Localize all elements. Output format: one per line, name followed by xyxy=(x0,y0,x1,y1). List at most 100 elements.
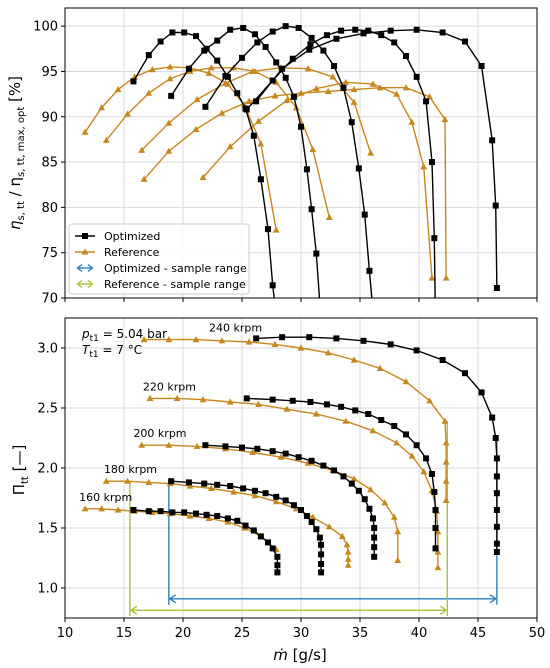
pressure-ratio-optimized-220-krpm-point xyxy=(289,397,296,404)
efficiency-optimized-220-krpm-point xyxy=(243,106,250,113)
pressure-ratio-optimized-160-krpm-point xyxy=(257,533,264,540)
pressure-ratio-reference-200-krpm-point xyxy=(138,441,146,448)
pressure-ratio-reference-220-krpm-point xyxy=(369,427,377,434)
reference-sample-range-arrow-left-head xyxy=(129,605,138,615)
efficiency-reference-220-krpm-point xyxy=(369,80,377,87)
efficiency-optimized-240-krpm-point xyxy=(306,46,313,53)
efficiency-reference-200-krpm-line xyxy=(141,67,372,154)
efficiency-reference-200-krpm-point xyxy=(367,149,375,156)
pressure-ratio-reference-220-krpm-point xyxy=(393,439,400,446)
y-tick-label: 85 xyxy=(41,156,58,171)
pressure-ratio-reference-180-krpm-point xyxy=(344,561,352,568)
legend-optimized-range: Optimized - sample range xyxy=(76,262,247,275)
efficiency-optimized-160-krpm-point xyxy=(192,33,199,40)
legend-reference-range-right-head xyxy=(87,279,94,289)
pressure-ratio-reference-160-krpm-line xyxy=(85,508,277,551)
efficiency-reference-240-krpm-point xyxy=(376,84,384,91)
efficiency-reference-160-krpm-point xyxy=(131,73,139,80)
efficiency-optimized-180-krpm-point xyxy=(298,123,304,130)
pressure-ratio-optimized-180-krpm-point xyxy=(308,519,315,525)
pressure-ratio-reference-180-krpm-series xyxy=(102,477,352,568)
pressure-ratio-reference-240-krpm-series xyxy=(140,336,450,503)
pressure-ratio-reference-200-krpm-point xyxy=(394,556,402,563)
pressure-ratio-reference-200-krpm-point xyxy=(277,453,285,460)
pressure-ratio-optimized-240-krpm-point xyxy=(387,341,394,348)
efficiency-reference-180-krpm-point xyxy=(325,213,333,220)
pressure-ratio-optimized-240-krpm-point xyxy=(253,335,260,342)
pressure-ratio-optimized-180-krpm-point xyxy=(318,551,325,558)
speed-label-220-krpm: 220 krpm xyxy=(143,380,196,393)
efficiency-reference-160-krpm-point xyxy=(272,226,280,233)
efficiency-reference-200-krpm-point xyxy=(350,98,358,105)
efficiency-reference-200-krpm-point xyxy=(304,65,312,72)
efficiency-optimized-200-krpm-point xyxy=(370,308,376,314)
efficiency-optimized-220-krpm-line xyxy=(246,29,436,298)
legend-reference-range: Reference - sample range xyxy=(76,278,246,291)
pressure-ratio-optimized-240-krpm-point xyxy=(493,549,500,555)
pressure-ratio-reference-180-krpm-point xyxy=(230,488,238,495)
efficiency-reference-160-krpm-point xyxy=(114,85,122,93)
efficiency-y-axis-label: ηs, tt / ηs, tt, max, opt [%] xyxy=(6,76,27,230)
y-tick-label: 1.5 xyxy=(37,522,58,537)
pressure-ratio-optimized-160-krpm-point xyxy=(224,515,231,522)
efficiency-optimized-180-krpm-line xyxy=(170,27,321,298)
efficiency-optimized-180-krpm-point xyxy=(313,250,320,257)
pressure-ratio-optimized-220-krpm-point xyxy=(365,411,372,417)
pressure-ratio-reference-200-krpm-point xyxy=(381,499,389,506)
efficiency-reference-240-krpm-point xyxy=(271,92,279,99)
pressure-ratio-reference-220-krpm-point xyxy=(255,400,262,407)
efficiency-reference-180-krpm-line xyxy=(105,67,330,218)
pressure-ratio-optimized-220-krpm-point xyxy=(423,455,430,462)
efficiency-optimized-200-krpm-point xyxy=(331,63,338,69)
efficiency-reference-160-krpm-point xyxy=(148,66,156,73)
pressure-ratio-reference-160-krpm-point xyxy=(205,514,213,521)
inlet-temperature-annotation: Tt1 = 7 °C xyxy=(82,343,142,360)
efficiency-reference-220-krpm-point xyxy=(199,173,207,181)
pressure-ratio-optimized-240-krpm-point xyxy=(413,347,420,354)
pressure-ratio-optimized-160-krpm-point xyxy=(234,517,241,524)
pressure-ratio-reference-240-krpm-point xyxy=(297,344,305,351)
pressure-ratio-optimized-240-krpm-line xyxy=(256,336,498,552)
pressure-ratio-optimized-220-krpm-point xyxy=(431,489,438,495)
pressure-ratio-optimized-160-krpm-point xyxy=(130,507,137,513)
efficiency-reference-160-krpm-point xyxy=(205,69,213,76)
efficiency-optimized-240-krpm-point xyxy=(360,30,367,37)
pressure-ratio-optimized-220-krpm-point xyxy=(432,545,439,552)
pressure-ratio-reference-220-krpm-series xyxy=(146,394,442,571)
pressure-ratio-reference-240-krpm-point xyxy=(192,336,200,343)
legend-reference-range-label: Reference - sample range xyxy=(104,278,246,291)
pressure-ratio-reference-200-krpm-point xyxy=(390,513,398,520)
pressure-ratio-optimized-220-krpm-point xyxy=(432,507,439,513)
pressure-ratio-optimized-200-krpm-point xyxy=(371,553,378,560)
optimized-sample-range-arrow-right-head xyxy=(489,594,498,604)
efficiency-reference-240-krpm-point xyxy=(218,109,226,116)
efficiency-optimized-200-krpm-point xyxy=(320,47,327,54)
pressure-ratio-reference-200-krpm-point xyxy=(394,528,402,535)
x-tick-label: 45 xyxy=(470,626,487,641)
pressure-ratio-reference-240-krpm-point xyxy=(402,378,410,385)
efficiency-optimized-200-krpm-point xyxy=(355,165,362,172)
pressure-ratio-optimized-160-krpm-point xyxy=(274,569,281,576)
pressure-ratio-panel: 1.0 1.5 2.0 2.5 3.0 10 15 20 25 30 35 40 45 50 160 k… xyxy=(10,317,545,664)
pressure-ratio-reference-180-krpm-point xyxy=(325,523,333,530)
efficiency-optimized-240-krpm-point xyxy=(333,35,340,42)
efficiency-reference-220-krpm-point xyxy=(312,85,320,92)
efficiency-optimized-200-krpm-point xyxy=(295,24,302,31)
efficiency-optimized-160-krpm-point xyxy=(264,226,271,233)
efficiency-optimized-160-krpm-point xyxy=(234,90,241,97)
x-tick-label: 35 xyxy=(352,626,369,641)
pressure-ratio-optimized-160-krpm-series xyxy=(130,507,281,576)
pressure-ratio-optimized-200-krpm-point xyxy=(331,467,338,474)
efficiency-reference-180-krpm-point xyxy=(207,64,215,71)
pressure-ratio-optimized-200-krpm-point xyxy=(295,454,302,461)
pressure-ratio-optimized-220-krpm-point xyxy=(269,396,276,403)
pressure-ratio-reference-200-krpm-point xyxy=(304,459,312,466)
pressure-ratio-optimized-180-krpm-point xyxy=(313,526,320,533)
efficiency-optimized-180-krpm-point xyxy=(214,37,221,44)
efficiency-optimized-200-krpm-point xyxy=(308,34,315,41)
pressure-ratio-reference-240-krpm-point xyxy=(376,364,384,371)
pressure-ratio-optimized-180-krpm-point xyxy=(273,493,280,500)
pressure-ratio-optimized-200-krpm-point xyxy=(366,505,373,512)
efficiency-optimized-220-krpm-point xyxy=(428,159,435,166)
